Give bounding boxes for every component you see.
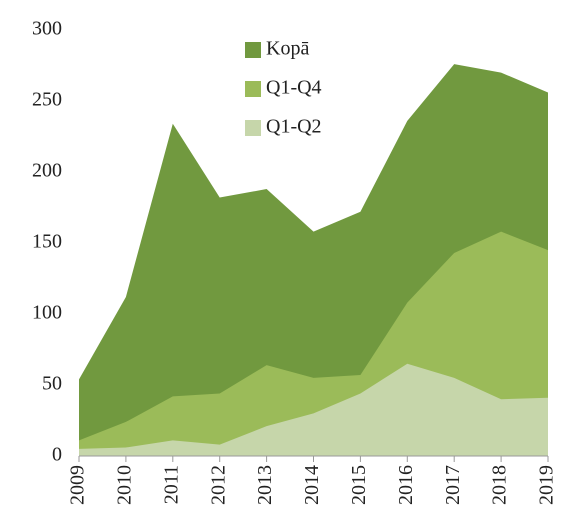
y-tick-label: 0 bbox=[52, 444, 62, 466]
x-tick-label: 2019 bbox=[536, 465, 558, 505]
y-tick-label: 150 bbox=[32, 231, 62, 253]
x-tick-label: 2009 bbox=[67, 465, 89, 505]
x-tick-label: 2013 bbox=[254, 465, 276, 505]
x-tick-label: 2014 bbox=[301, 465, 323, 505]
legend-swatch bbox=[245, 42, 261, 58]
y-tick-label: 250 bbox=[32, 89, 62, 111]
x-tick-label: 2016 bbox=[395, 465, 417, 505]
legend-label: Kopā bbox=[266, 38, 309, 60]
x-tick-label: 2017 bbox=[442, 465, 464, 505]
legend-label: Q1-Q2 bbox=[266, 116, 322, 138]
x-tick-label: 2015 bbox=[348, 465, 370, 505]
legend-swatch bbox=[245, 120, 261, 136]
x-tick-label: 2018 bbox=[489, 465, 511, 505]
y-tick-label: 200 bbox=[32, 160, 62, 182]
y-tick-label: 50 bbox=[42, 373, 62, 395]
legend-label: Q1-Q4 bbox=[266, 77, 322, 99]
area bbox=[79, 363, 548, 456]
x-tick-label: 2012 bbox=[207, 465, 229, 505]
y-tick-label: 100 bbox=[32, 302, 62, 324]
x-tick-label: 2011 bbox=[160, 465, 182, 504]
x-tick-label: 2010 bbox=[113, 465, 135, 505]
y-tick-label: 300 bbox=[32, 18, 62, 40]
legend-swatch bbox=[245, 81, 261, 97]
